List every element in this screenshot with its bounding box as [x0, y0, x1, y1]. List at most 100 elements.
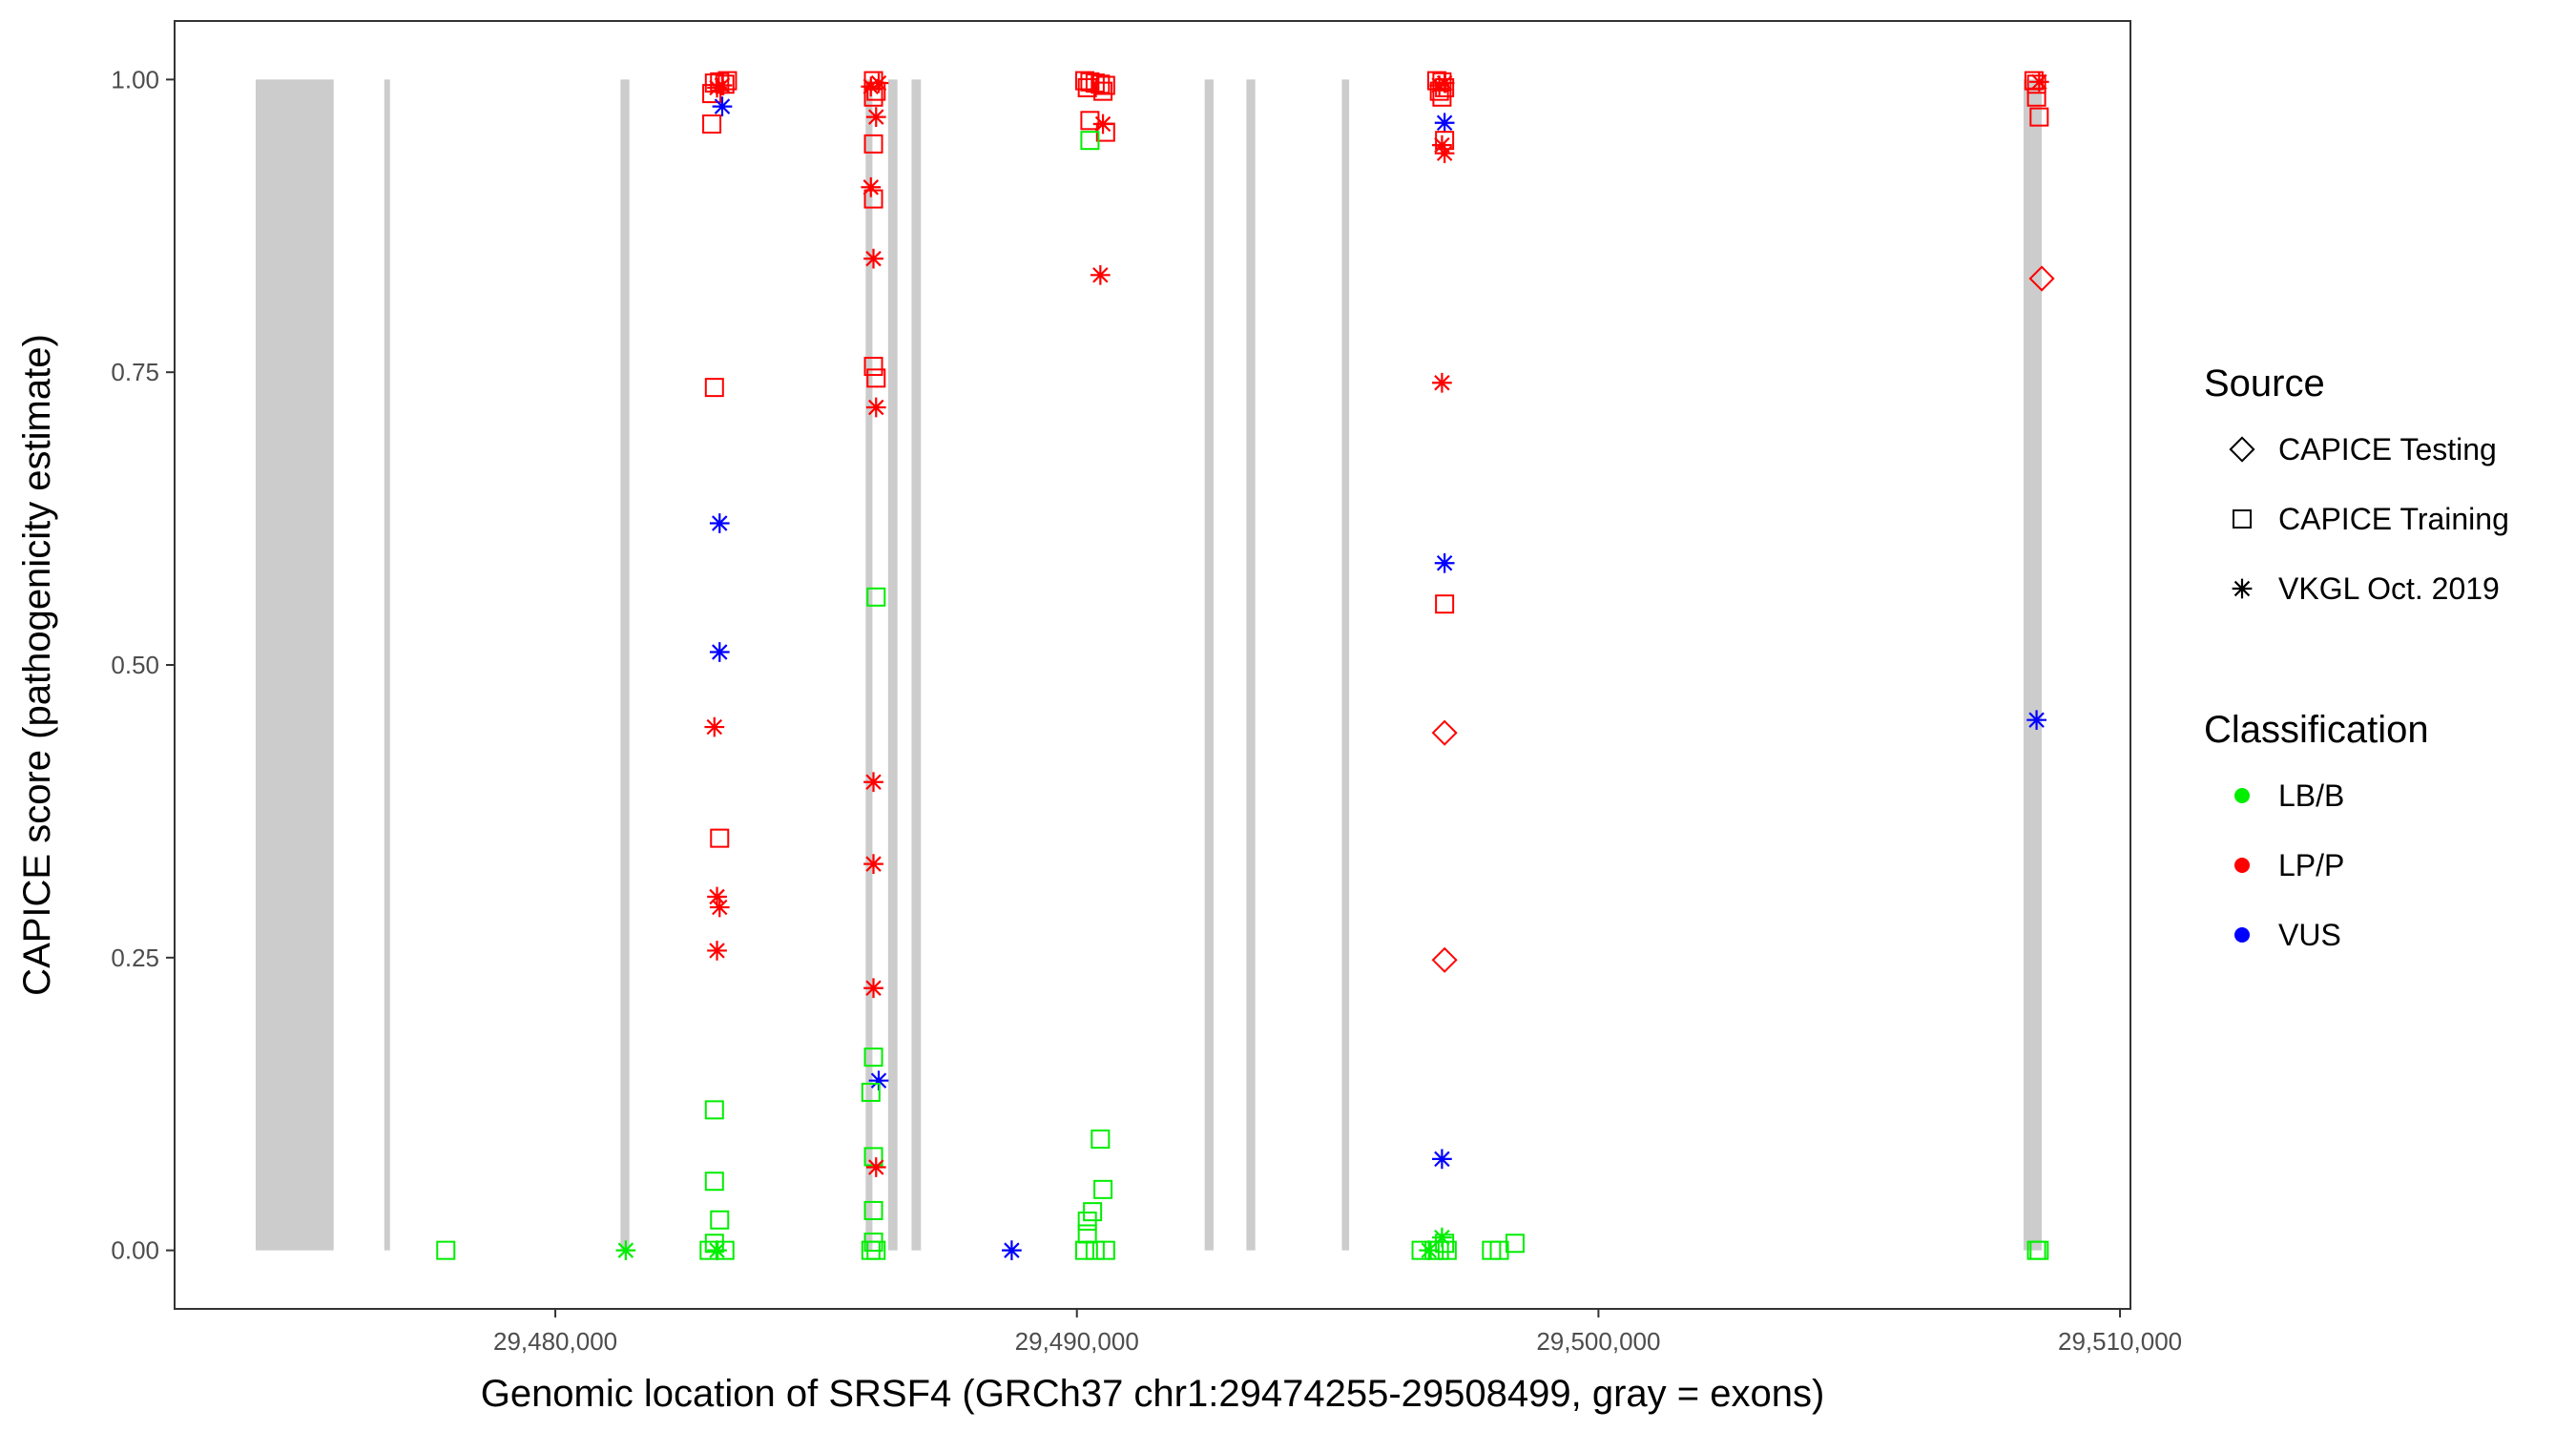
data-point-85 — [1432, 372, 1452, 393]
data-point-34 — [861, 176, 882, 197]
data-point-71 — [1074, 1240, 1094, 1260]
data-point-59 — [1077, 77, 1097, 97]
exon-4 — [865, 79, 873, 1251]
data-point-11 — [702, 114, 722, 134]
data-point-87 — [1435, 594, 1455, 614]
legend-key-vus — [2234, 927, 2250, 943]
data-point-81 — [1434, 113, 1455, 134]
data-point-12 — [704, 378, 724, 398]
x-tick-label-3: 29,500,000 — [1536, 1327, 1660, 1356]
data-point-60 — [1093, 81, 1113, 101]
legend-label-lp-p: LP/P — [2278, 848, 2344, 882]
exon-9 — [1341, 79, 1350, 1251]
data-point-109 — [2029, 1240, 2049, 1260]
x-tick-label-4: 29,510,000 — [2058, 1327, 2182, 1356]
data-point-88 — [1431, 719, 1458, 746]
legend-key-lp-p — [2234, 858, 2250, 873]
data-point-48 — [865, 1157, 886, 1177]
data-point-99 — [1489, 1240, 1509, 1260]
exon-2 — [384, 79, 390, 1251]
data-point-36 — [863, 248, 883, 269]
exon-6 — [911, 79, 922, 1251]
data-point-40 — [866, 587, 886, 607]
data-point-20 — [704, 1100, 724, 1120]
data-point-67 — [1093, 1179, 1113, 1199]
data-point-103 — [2026, 74, 2046, 94]
data-point-58 — [1095, 75, 1115, 95]
data-point-77 — [1429, 75, 1450, 95]
exon-layer — [256, 79, 2043, 1251]
data-point-18 — [709, 897, 730, 918]
exon-10 — [2023, 79, 2043, 1251]
data-point-15 — [704, 716, 725, 737]
data-point-86 — [1434, 552, 1455, 573]
data-point-44 — [863, 1047, 883, 1068]
legend-title-source: Source — [2204, 363, 2325, 404]
data-point-52 — [866, 1240, 886, 1260]
data-point-1 — [436, 1240, 456, 1260]
data-point-73 — [1095, 1240, 1115, 1260]
data-point-26 — [715, 1240, 735, 1260]
data-point-39 — [865, 397, 886, 418]
x-axis-title: Genomic location of SRSF4 (GRCh37 chr1:2… — [481, 1373, 1825, 1415]
data-point-104 — [2026, 87, 2046, 107]
data-point-31 — [863, 87, 883, 107]
y-tick-label-2: 0.25 — [111, 944, 159, 972]
data-point-91 — [1432, 1227, 1452, 1248]
legend-label-capice-training: CAPICE Training — [2278, 502, 2509, 536]
y-tick-label-1: 0.00 — [111, 1236, 159, 1265]
data-point-37 — [863, 357, 883, 377]
y-tick-label-4: 0.75 — [111, 358, 159, 386]
legend-label-vkgl-oct-2019: VKGL Oct. 2019 — [2278, 571, 2500, 606]
exon-7 — [1204, 79, 1214, 1251]
data-point-10 — [712, 96, 733, 116]
data-point-64 — [1080, 131, 1100, 151]
legend-key-vkgl-oct-2019 — [2232, 578, 2253, 599]
data-point-2 — [615, 1240, 636, 1260]
data-point-106 — [2028, 265, 2055, 292]
data-point-19 — [707, 941, 727, 961]
data-point-38 — [866, 368, 886, 388]
y-tick-label-5: 1.00 — [111, 65, 159, 93]
data-point-84 — [1434, 143, 1455, 164]
data-point-9 — [702, 84, 722, 104]
data-point-32 — [865, 107, 886, 127]
data-point-35 — [863, 189, 883, 209]
data-point-79 — [1429, 81, 1449, 101]
data-point-72 — [1085, 1240, 1105, 1260]
data-point-45 — [868, 1070, 889, 1091]
data-point-49 — [863, 1200, 883, 1220]
data-point-43 — [863, 978, 883, 999]
data-point-97 — [1437, 1240, 1457, 1260]
data-point-107 — [2026, 710, 2046, 731]
data-point-80 — [1432, 87, 1452, 107]
point-layer — [436, 71, 2055, 1260]
data-point-102 — [2028, 72, 2049, 93]
exon-5 — [887, 79, 898, 1251]
exon-1 — [256, 79, 334, 1251]
data-point-14 — [709, 642, 730, 662]
data-point-83 — [1432, 135, 1452, 156]
x-tick-label-1: 29,480,000 — [493, 1327, 617, 1356]
data-point-8 — [712, 75, 733, 95]
data-point-100 — [1505, 1234, 1525, 1254]
data-point-13 — [709, 513, 730, 533]
data-point-57 — [1091, 74, 1111, 94]
exon-8 — [1246, 79, 1256, 1251]
data-point-16 — [710, 828, 730, 848]
data-point-69 — [1077, 1211, 1097, 1231]
legend-label-lb-b: LB/B — [2278, 778, 2344, 813]
data-point-105 — [2029, 107, 2049, 127]
data-point-65 — [1090, 264, 1111, 285]
data-point-46 — [861, 1082, 881, 1102]
exon-3 — [620, 79, 630, 1251]
legend-label-vus: VUS — [2278, 918, 2341, 952]
y-tick-label-3: 0.50 — [111, 651, 159, 679]
data-point-30 — [866, 81, 886, 101]
data-point-89 — [1431, 946, 1458, 973]
y-axis-title: CAPICE score (pathogenicity estimate) — [16, 334, 58, 996]
data-point-53 — [1002, 1240, 1022, 1260]
data-point-42 — [863, 854, 883, 874]
